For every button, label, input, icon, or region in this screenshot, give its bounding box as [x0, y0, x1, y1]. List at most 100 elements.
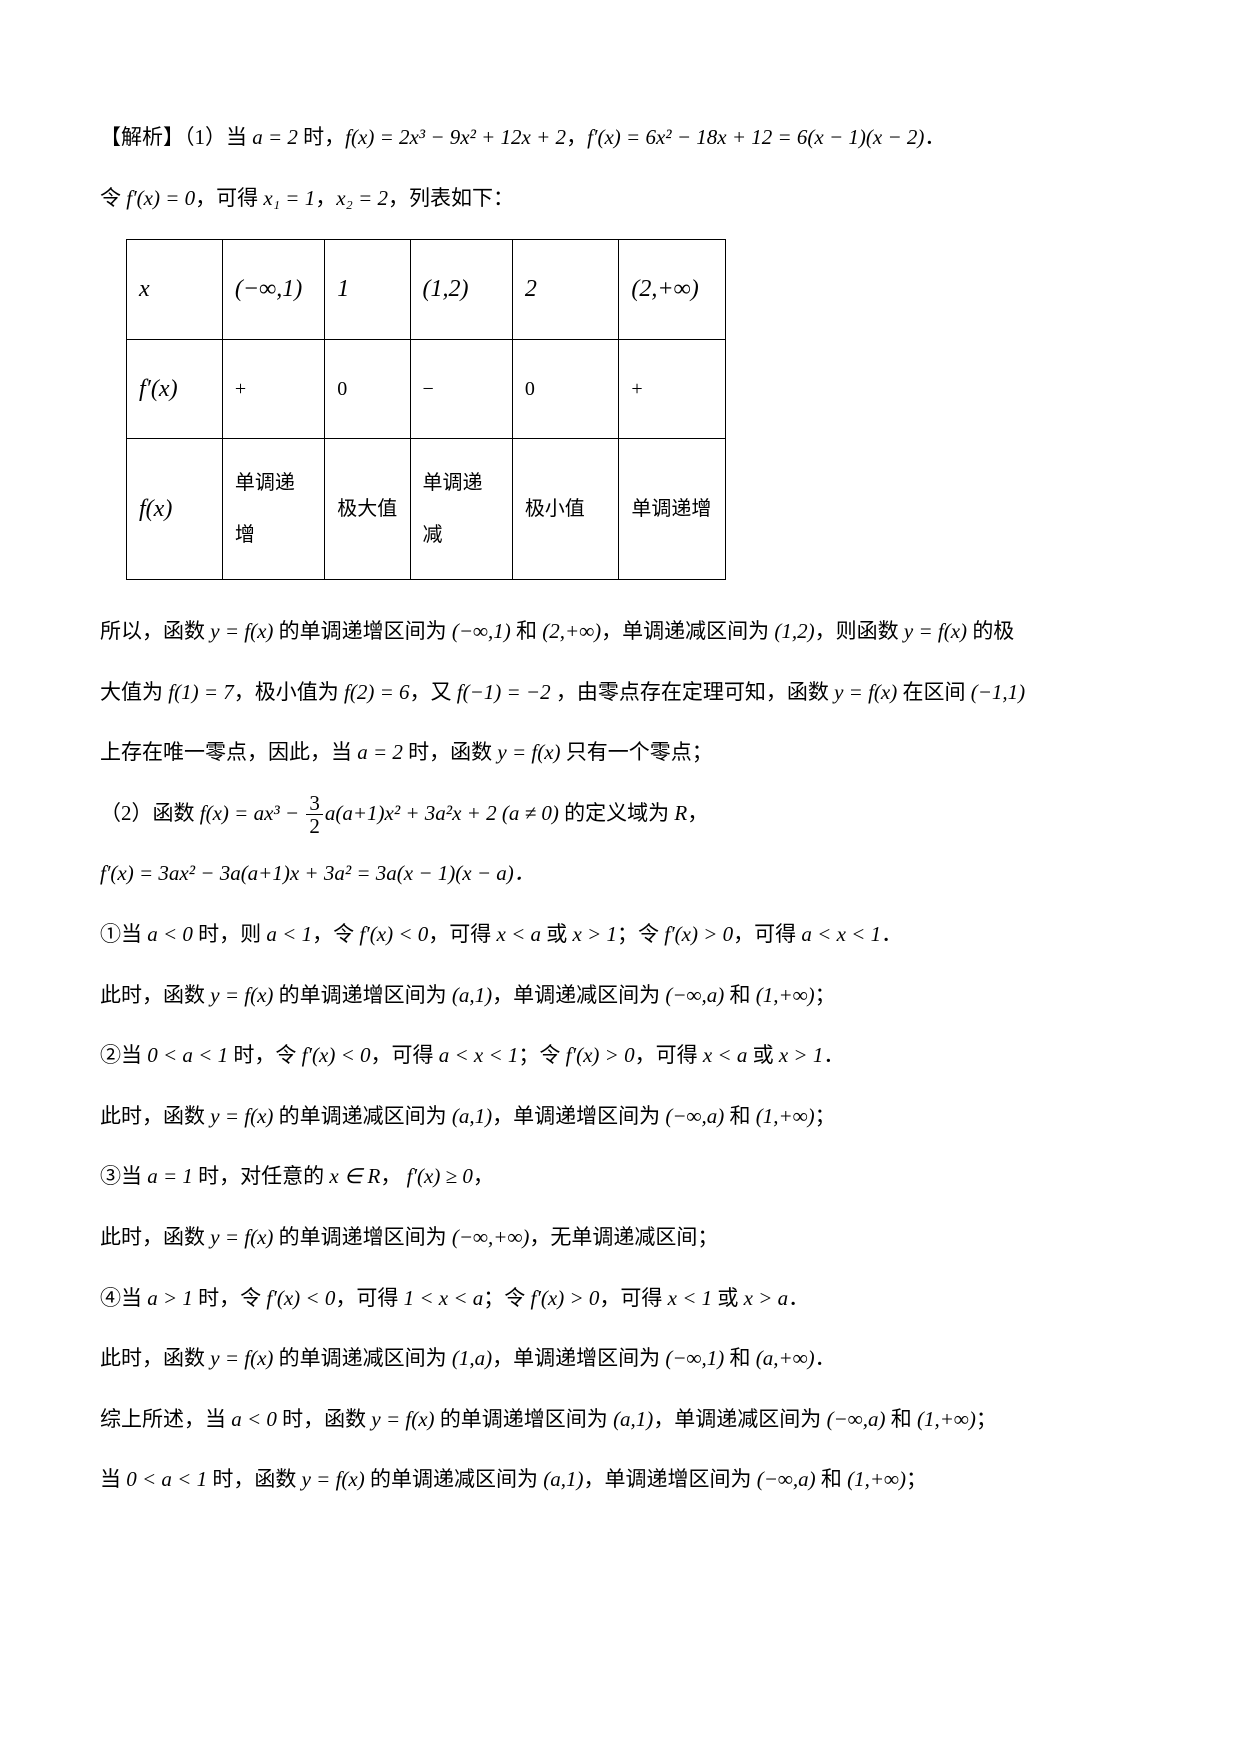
text: 当 [100, 1467, 126, 1491]
math: (−∞,+∞) [452, 1225, 530, 1249]
math: a = 1 [147, 1164, 193, 1188]
text: ． [788, 1286, 809, 1310]
text: 的单调递增区间为 [273, 983, 452, 1007]
text: 时，则 [193, 922, 267, 946]
math: a < 1 [266, 922, 312, 946]
text: ． [823, 1043, 844, 1067]
text: ，可得 [635, 1043, 703, 1067]
cell: 0 [325, 339, 410, 438]
math: y = f(x) [302, 1467, 365, 1491]
cell: (1,2) [410, 240, 512, 339]
math: a = 2 [252, 125, 298, 149]
math: R [674, 801, 687, 825]
row-head: x [127, 240, 223, 339]
math: y = f(x) [210, 983, 273, 1007]
text: 和 [724, 1104, 756, 1128]
math: y = f(x) [371, 1407, 434, 1431]
para-13: 此时，函数 y = f(x) 的单调递增区间为 (−∞,+∞)，无单调递减区间； [100, 1210, 1140, 1265]
text: 和 [724, 983, 756, 1007]
text: 时， [298, 125, 345, 149]
para-7: f′(x) = 3ax² − 3a(a+1)x + 3a² = 3a(x − 1… [100, 846, 1140, 901]
cell: 0 [512, 339, 619, 438]
math: f′(x) < 0 [266, 1286, 335, 1310]
para-14: ④当 a > 1 时，令 f′(x) < 0，可得 1 < x < a；令 f′… [100, 1271, 1140, 1326]
text: ，可得 [371, 1043, 439, 1067]
cell: (2,+∞) [619, 240, 726, 339]
math: (−1,1) [971, 680, 1025, 704]
text: 综上所述，当 [100, 1407, 231, 1431]
math: f(−1) = −2 [457, 680, 551, 704]
math: x < 1 [668, 1286, 713, 1310]
math: y = f(x) [834, 680, 897, 704]
text: ，单调递减区间为 [492, 983, 665, 1007]
math: a < x < 1 [439, 1043, 519, 1067]
text: 的单调递增区间为 [273, 1225, 452, 1249]
math: y = f(x) [497, 740, 560, 764]
math: 0 < a < 1 [147, 1043, 228, 1067]
math: f(1) = 7 [168, 680, 234, 704]
text: ，又 [410, 680, 457, 704]
cell: 极大值 [325, 438, 410, 579]
fraction: 32 [306, 792, 323, 837]
text: ； [906, 1467, 927, 1491]
math: y = f(x) [210, 1104, 273, 1128]
math: f′(x) < 0 [302, 1043, 371, 1067]
math: (a,1) [452, 983, 492, 1007]
math: x < a [497, 922, 542, 946]
text: 时，令 [193, 1286, 267, 1310]
text: ，可得 [599, 1286, 667, 1310]
math: (1,+∞) [756, 983, 815, 1007]
text: 的单调递减区间为 [273, 1346, 452, 1370]
text: 在区间 [897, 680, 971, 704]
text: 大值为 [100, 680, 168, 704]
para-15: 此时，函数 y = f(x) 的单调递减区间为 (1,a)，单调递增区间为 (−… [100, 1331, 1140, 1386]
text: 此时，函数 [100, 1104, 210, 1128]
para-5: 上存在唯一零点，因此，当 a = 2 时，函数 y = f(x) 只有一个零点； [100, 725, 1140, 780]
math: (2,+∞) [542, 619, 601, 643]
para-9: 此时，函数 y = f(x) 的单调递增区间为 (a,1)，单调递减区间为 (−… [100, 968, 1140, 1023]
cell: + [619, 339, 726, 438]
math: (1,2) [774, 619, 814, 643]
row-head: f(x) [127, 438, 223, 579]
text: ，列表如下： [388, 186, 514, 210]
math: f′(x) = 6x² − 18x + 12 = 6(x − 1)(x − 2) [587, 125, 924, 149]
math: (1,+∞) [756, 1104, 815, 1128]
text: 的定义域为 [559, 801, 675, 825]
para-17: 当 0 < a < 1 时，函数 y = f(x) 的单调递减区间为 (a,1)… [100, 1452, 1140, 1507]
text: ． [881, 922, 902, 946]
math: (1,a) [452, 1346, 492, 1370]
cell: 2 [512, 240, 619, 339]
math: (−∞,a) [827, 1407, 886, 1431]
math: y = f(x) [210, 619, 273, 643]
math: 0 < a < 1 [126, 1467, 207, 1491]
cell: + [222, 339, 324, 438]
row-head: f′(x) [127, 339, 223, 438]
text: 上存在唯一零点，因此，当 [100, 740, 357, 764]
text: ， [566, 125, 587, 149]
math: x ∈ R [329, 1164, 380, 1188]
text: ； [976, 1407, 997, 1431]
table-row: x (−∞,1) 1 (1,2) 2 (2,+∞) [127, 240, 726, 339]
text: ，单调递减区间为 [601, 619, 774, 643]
math: y = f(x) [904, 619, 967, 643]
text: 时，函数 [403, 740, 498, 764]
math: f′(x) ≥ 0 [407, 1164, 473, 1188]
text: ， [315, 186, 336, 210]
text: 此时，函数 [100, 1225, 210, 1249]
table-row: f′(x) + 0 − 0 + [127, 339, 726, 438]
math: a < 0 [147, 922, 193, 946]
math: x < a [703, 1043, 748, 1067]
fraction-den: 2 [306, 815, 323, 837]
text: ， [687, 801, 708, 825]
math: f(x) = ax³ − [200, 801, 305, 825]
text: ，则函数 [815, 619, 904, 643]
math: (a,1) [452, 1104, 492, 1128]
text: ，无单调递减区间； [529, 1225, 718, 1249]
text: 时，函数 [207, 1467, 302, 1491]
text: 的单调递增区间为 [273, 619, 452, 643]
math: (−∞,a) [665, 1104, 724, 1128]
text: ，单调递增区间为 [492, 1346, 665, 1370]
text: ，可得 [428, 922, 496, 946]
math: f′(x) > 0 [531, 1286, 600, 1310]
para-1: 【解析】（1）当 a = 2 时，f(x) = 2x³ − 9x² + 12x … [100, 110, 1140, 165]
